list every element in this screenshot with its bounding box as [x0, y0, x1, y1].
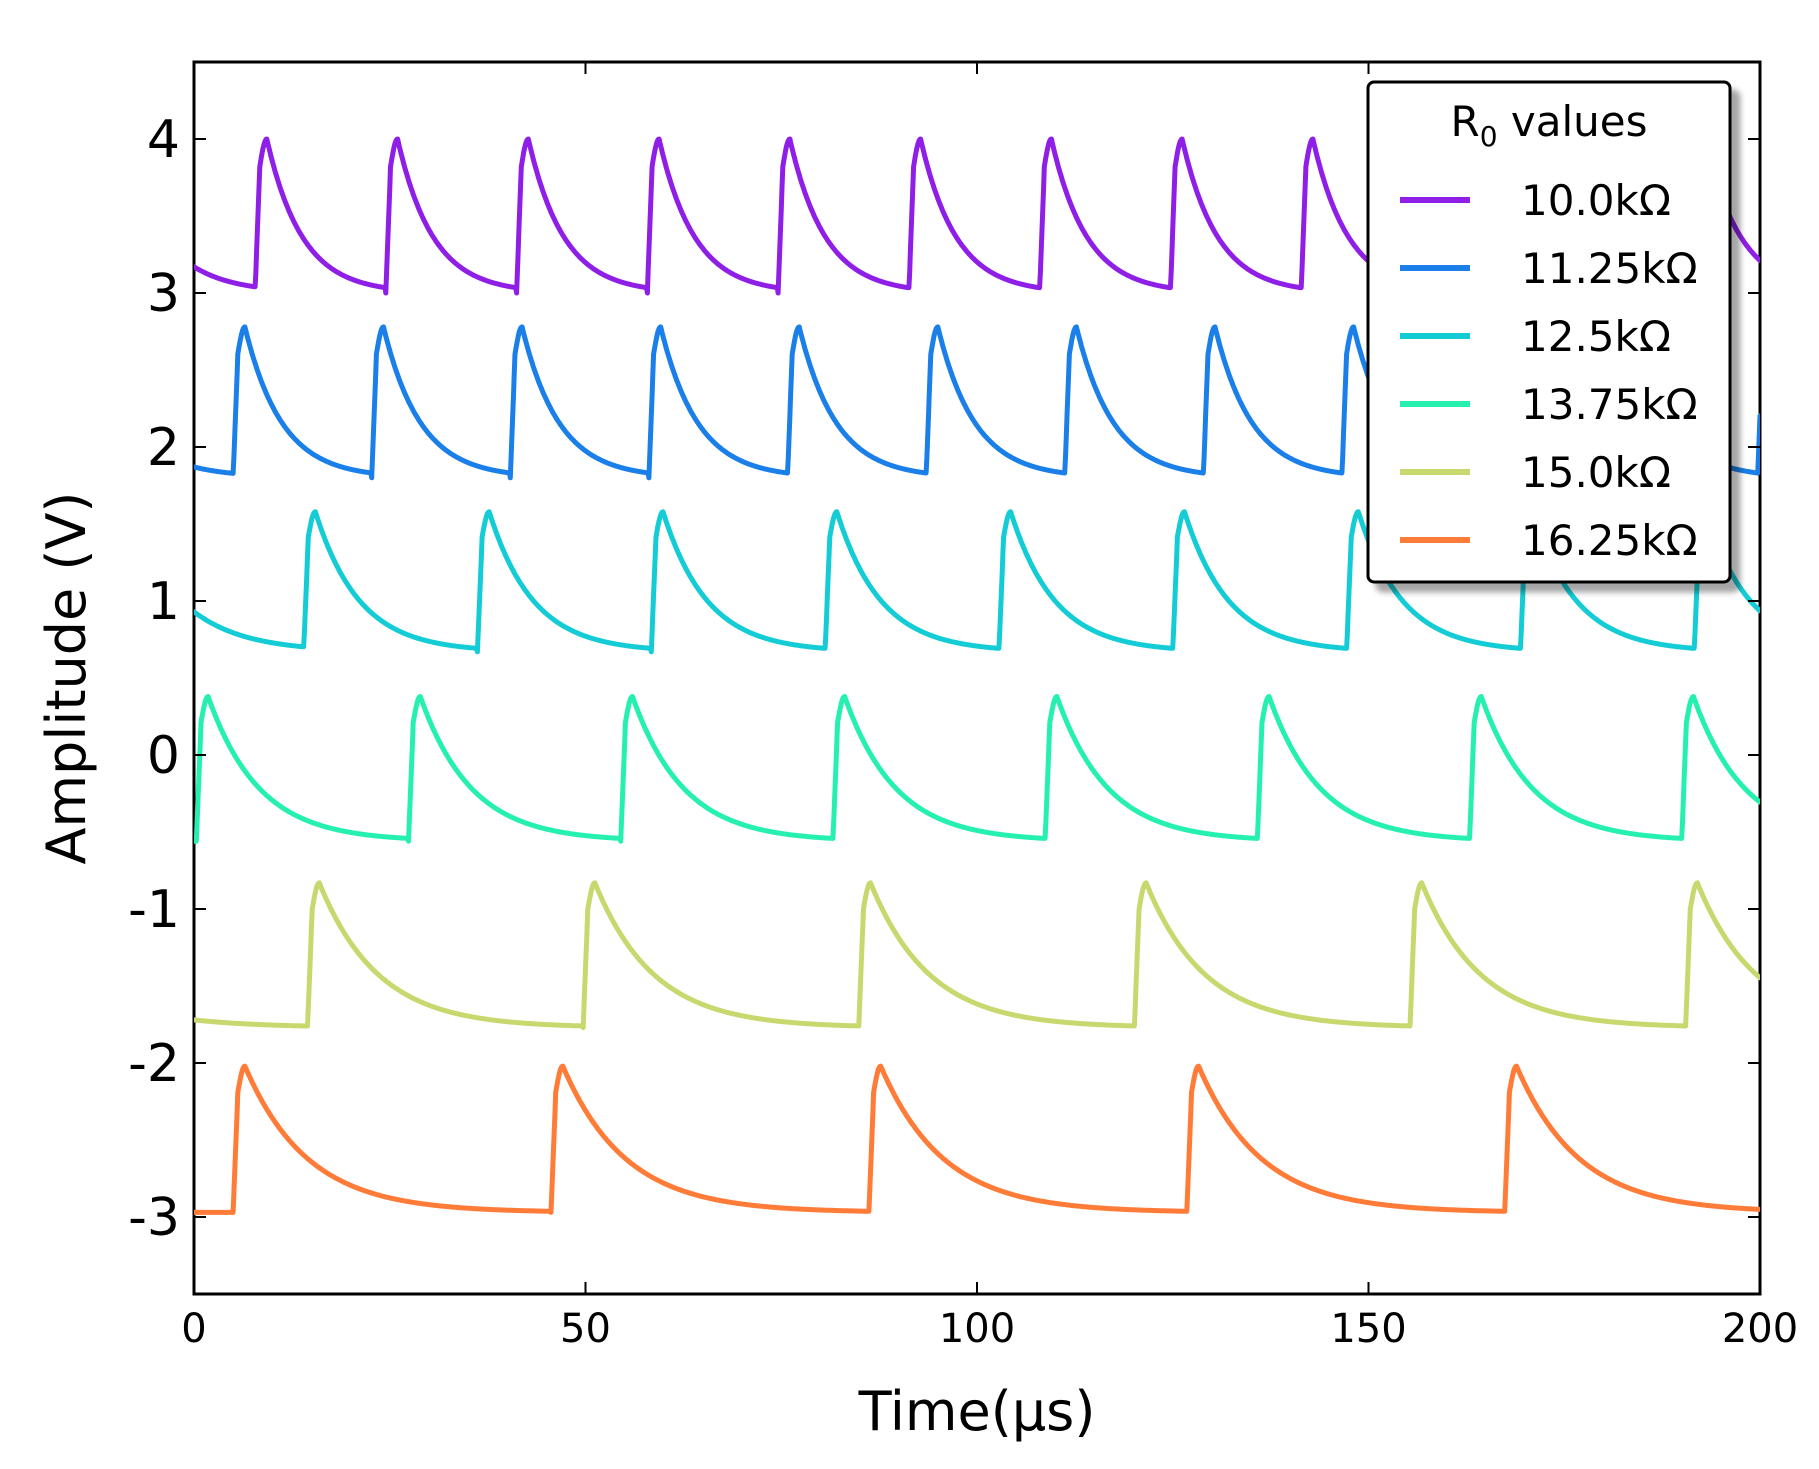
legend-label-2: 12.5kΩ [1521, 312, 1671, 361]
legend-entries: 10.0kΩ 11.25kΩ 12.5kΩ 13.75kΩ 15.0kΩ 16.25kΩ [1400, 176, 1698, 565]
x-tick-label: 150 [1330, 1306, 1406, 1352]
legend-label-5: 16.25kΩ [1521, 516, 1698, 565]
series-line-5 [194, 1063, 1760, 1215]
y-tick-label: -3 [128, 1188, 180, 1248]
y-axis-label: Amplitude (V) [35, 492, 98, 865]
series-line-4 [194, 880, 1760, 1031]
legend-box [1366, 80, 1732, 584]
legend-title-rest: values [1498, 97, 1648, 146]
y-tick-label: 2 [147, 418, 180, 478]
y-tick-label: 0 [147, 726, 180, 786]
x-axis-label: Time(µs) [858, 1380, 1096, 1443]
legend-title: R0 values [1451, 97, 1648, 153]
tick-layer: 4 3 2 1 0 -1 -2 -3 0 50 100 150 200 [128, 62, 1798, 1352]
series-line-2 [194, 509, 1760, 655]
legend-label-0: 10.0kΩ [1521, 176, 1671, 225]
x-tick-label: 50 [560, 1306, 611, 1352]
x-tick-label: 100 [939, 1306, 1015, 1352]
legend-title-main: R [1451, 97, 1480, 146]
legend: R0 values 10.0kΩ 11.25kΩ 12.5kΩ 13.75kΩ 15.0… [1366, 80, 1732, 584]
y-tick-label: -1 [128, 880, 180, 940]
y-tick-label: -2 [128, 1034, 180, 1094]
legend-title-sub: 0 [1480, 120, 1498, 153]
y-tick-label: 3 [147, 264, 180, 324]
y-tick-label: 4 [147, 110, 180, 170]
series-line-3 [194, 694, 1760, 844]
x-tick-label: 200 [1722, 1306, 1798, 1352]
legend-label-4: 15.0kΩ [1521, 448, 1671, 497]
y-tick-label: 1 [147, 572, 180, 632]
legend-label-1: 11.25kΩ [1521, 244, 1698, 293]
legend-label-3: 13.75kΩ [1521, 380, 1698, 429]
x-tick-label: 0 [181, 1306, 206, 1352]
